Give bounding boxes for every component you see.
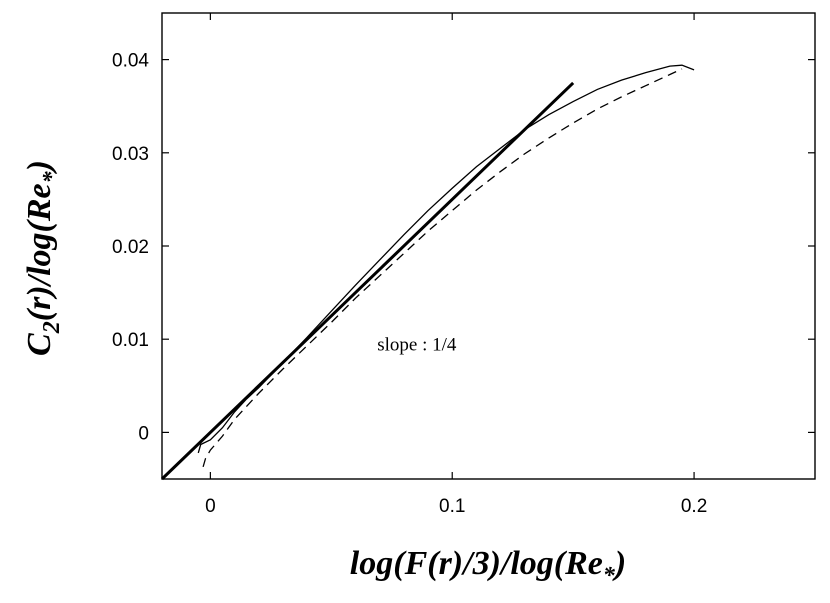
series-layer — [160, 64, 695, 481]
x-tick-label: 0 — [205, 496, 216, 517]
slope-annotation: slope : 1/4 — [377, 334, 457, 355]
x-axis-label: log(F(r)/3)/log(Re*) — [350, 545, 626, 589]
series-line-dashed — [202, 68, 683, 468]
series-line-thick-solid — [160, 81, 575, 481]
y-tick-label: 0.04 — [112, 51, 149, 72]
y-tick-label: 0.02 — [112, 237, 149, 258]
y-tick-label: 0.01 — [112, 330, 149, 351]
x-axis-label-main: log(F(r)/3)/log(Re — [350, 545, 603, 582]
plot-frame — [161, 12, 816, 480]
x-axis-label-subscript: * — [603, 563, 616, 589]
y-axis-label-main: C — [21, 333, 58, 356]
y-axis-label-subscript: 2 — [39, 321, 65, 334]
x-axis-label-close: ) — [612, 545, 626, 582]
tick-layer: 0 0.1 0.2 0 0.01 0.02 0.03 0.04 — [112, 13, 815, 517]
x-tick-label: 0.1 — [439, 496, 465, 517]
y-axis-label-close: ) — [21, 160, 58, 174]
x-tick-label: 0.2 — [681, 496, 707, 517]
y-axis-label: C2(r)/log(Re*) — [21, 160, 65, 356]
y-tick-label: 0 — [138, 423, 149, 444]
y-axis-label-mid: (r)/log(Re — [21, 183, 58, 321]
y-axis-label-subscript-2: * — [39, 170, 65, 183]
series-line-thin-solid — [197, 64, 695, 454]
y-tick-label: 0.03 — [112, 144, 149, 165]
